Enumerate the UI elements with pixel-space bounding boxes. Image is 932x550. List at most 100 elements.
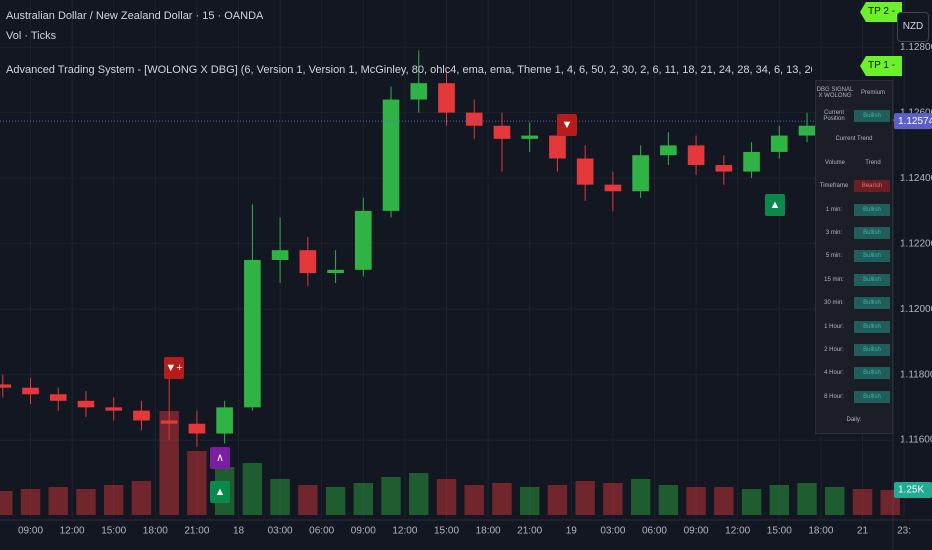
indicator-settings[interactable]: Advanced Trading System - [WOLONG X DBG]…	[6, 64, 812, 76]
panel-value: Bullish	[854, 297, 890, 310]
panel-row: 4 Hour: Bullish	[816, 362, 892, 385]
panel-value: Bullish	[854, 367, 890, 380]
target-label: TP 2 - 1.	[860, 2, 902, 22]
candle-body	[770, 135, 788, 152]
volume-bar	[270, 479, 290, 515]
volume-bar	[20, 489, 41, 515]
signal-label: ▼+	[165, 362, 182, 374]
candle-body	[77, 400, 95, 408]
candle-body	[798, 125, 816, 136]
last-price-label: 1.12574	[898, 116, 932, 127]
signal-marker	[765, 194, 785, 216]
signal-label: ▲	[770, 199, 781, 211]
volume-bar	[159, 411, 179, 515]
y-tick-label: 1.12600	[900, 107, 932, 118]
y-tick-label: 1.12000	[900, 304, 932, 315]
panel-value: Bullish	[854, 203, 890, 216]
candle-body	[271, 250, 289, 260]
candle-body	[493, 125, 511, 139]
panel-badge: Premium	[860, 89, 885, 96]
x-tick-label: 09:00	[684, 526, 709, 537]
volume-bar	[353, 483, 374, 515]
volume-bar	[0, 491, 13, 515]
x-tick-label: 18:00	[143, 526, 168, 537]
volume-bar	[464, 485, 484, 515]
x-tick-label: 12:00	[392, 526, 417, 537]
panel-label: Volume	[824, 159, 845, 166]
panel-label: Current Trend	[835, 136, 873, 143]
panel-label: Daily:	[846, 417, 862, 424]
panel-value: Bullish	[854, 390, 890, 403]
signal-label: ▼	[562, 119, 573, 131]
panel-value: Bullish	[854, 343, 890, 356]
target-label: TP 1 - 1.	[860, 56, 902, 76]
panel-title: DBG SIGNAL X WOLONG	[816, 86, 854, 99]
x-tick-label: 23:	[897, 526, 911, 537]
panel-row: 2 Hour: Bullish	[816, 338, 892, 361]
x-tick-label: 18:00	[808, 526, 833, 537]
candle-body	[216, 407, 233, 434]
panel-value: Trend	[865, 159, 881, 166]
candle-body	[133, 410, 150, 421]
x-tick-label: 12:00	[725, 526, 750, 537]
panel-header: DBG SIGNAL X WOLONG Premium	[816, 81, 892, 104]
volume-bar	[298, 485, 318, 515]
volume-label: 1.25K	[898, 485, 924, 496]
volume-bar	[409, 473, 429, 515]
y-tick-label: 1.12400	[900, 173, 932, 184]
signal-marker	[557, 114, 577, 136]
volume-bar	[686, 487, 706, 515]
last-price-box	[894, 113, 932, 130]
panel-label: 8 Hour:	[824, 393, 844, 400]
x-tick-label: 18	[233, 526, 245, 537]
panel-value: Bullish	[854, 250, 890, 263]
x-tick-label: 03:00	[600, 526, 625, 537]
candle-body	[0, 384, 12, 388]
x-tick-label: 06:00	[309, 526, 334, 537]
candle-body	[299, 250, 317, 274]
price-axis	[893, 0, 932, 550]
volume-bar	[825, 487, 845, 515]
volume-bar	[630, 479, 651, 515]
candle-body	[410, 83, 428, 100]
volume-bar	[547, 485, 568, 515]
signal-marker	[164, 357, 184, 379]
panel-row: 1 min: Bullish	[816, 198, 892, 221]
candle-body	[354, 210, 372, 270]
candle-body	[49, 394, 67, 401]
x-tick-label: 18:00	[476, 526, 501, 537]
x-tick-label: 09:00	[18, 526, 43, 537]
x-tick-label: 19	[566, 526, 578, 537]
candle-body	[576, 158, 594, 185]
currency-button[interactable]: NZD	[897, 12, 929, 42]
panel-label: 30 min:	[824, 300, 844, 307]
candle-body	[549, 135, 566, 159]
volume-bar	[852, 489, 873, 515]
volume-bar	[242, 463, 263, 515]
candle-body	[521, 135, 539, 139]
candle-body	[715, 165, 733, 172]
volume-bar	[603, 483, 623, 515]
panel-label: 1 min:	[825, 206, 843, 213]
panel-row: Daily:	[816, 408, 892, 431]
x-tick-label: 03:00	[268, 526, 293, 537]
candle-body	[160, 420, 178, 424]
panel-value: Bullish	[854, 320, 890, 333]
candle-body	[632, 155, 649, 192]
volume-indicator[interactable]: Vol · Ticks	[6, 30, 57, 42]
volume-bar	[769, 485, 790, 515]
volume-bar	[519, 487, 540, 515]
y-tick-label: 1.12800	[900, 42, 932, 53]
signal-marker	[210, 481, 230, 503]
volume-label-box	[894, 482, 932, 498]
panel-label: 4 Hour:	[824, 370, 844, 377]
panel-label: 5 min:	[825, 253, 843, 260]
candle-body	[438, 83, 455, 113]
panel-value: Bullish	[854, 227, 890, 240]
volume-bar	[187, 451, 207, 515]
panel-row: 1 Hour: Bullish	[816, 315, 892, 338]
x-tick-label: 21:00	[517, 526, 542, 537]
volume-bar	[741, 489, 762, 515]
